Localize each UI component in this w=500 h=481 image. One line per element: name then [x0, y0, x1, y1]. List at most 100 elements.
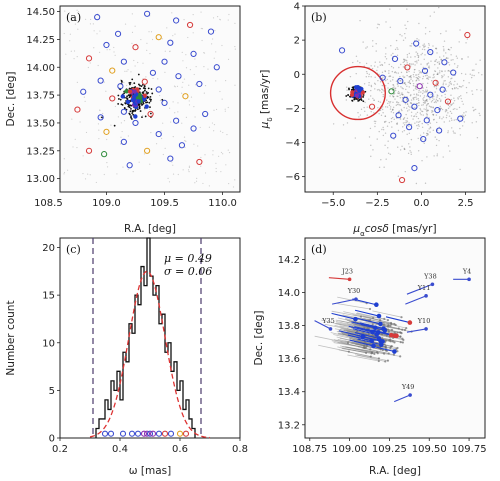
field-star — [416, 124, 418, 127]
background-star — [185, 67, 188, 69]
field-star — [472, 106, 474, 109]
candidate-vector — [385, 316, 410, 324]
background-star — [189, 69, 192, 71]
labelled-star — [408, 393, 412, 397]
field-star — [450, 78, 452, 80]
member-vector — [343, 311, 374, 319]
field-star — [438, 6, 440, 9]
field-star — [395, 72, 398, 74]
field-star-circle — [143, 147, 151, 154]
labelled-star-vector — [328, 277, 350, 280]
member-star — [144, 87, 147, 90]
field-star — [442, 83, 444, 86]
field-star — [459, 29, 461, 31]
field-star — [382, 126, 384, 129]
field-star — [457, 97, 459, 99]
field-star — [396, 54, 399, 57]
background-star — [123, 81, 125, 84]
member-vector — [356, 354, 389, 362]
member-vector — [363, 318, 396, 326]
field-star — [419, 109, 422, 111]
panel-b-marks — [329, 6, 483, 185]
field-star — [428, 76, 430, 78]
field-star-circle — [143, 10, 151, 17]
field-star — [457, 87, 459, 90]
panel-a-ylabel: Dec. [deg] — [5, 72, 17, 127]
background-star — [130, 71, 132, 73]
field-star — [476, 137, 479, 139]
field-star — [391, 126, 393, 128]
background-star — [164, 50, 166, 52]
panel-a-xtick-label: 108.5 — [34, 198, 63, 209]
field-star — [429, 98, 431, 100]
field-star — [402, 75, 404, 77]
member-candidate — [133, 114, 138, 119]
member-vector — [342, 346, 373, 354]
field-star — [418, 79, 420, 81]
field-star — [402, 94, 404, 96]
field-star — [425, 91, 428, 93]
member-vector — [337, 346, 367, 354]
panel-b: (b) −5.0 −2.5 0.0 2.5 −6 −4 −2 0 2 4 μαcosδ [mas/… — [259, 2, 486, 238]
candidate-star — [376, 313, 382, 319]
field-star — [468, 82, 470, 84]
member-star — [383, 343, 386, 346]
field-star — [451, 127, 453, 129]
field-star — [349, 75, 352, 78]
field-star — [392, 84, 394, 86]
parallax-point — [167, 430, 175, 437]
field-star-circle — [421, 67, 429, 74]
field-star — [455, 118, 457, 121]
field-star — [428, 42, 430, 45]
field-star — [415, 98, 418, 100]
field-star — [427, 123, 429, 126]
member-star — [123, 106, 126, 109]
field-star — [450, 82, 452, 85]
background-star — [188, 104, 191, 106]
field-star — [380, 159, 382, 161]
field-star-circle — [427, 91, 434, 98]
field-star — [346, 89, 348, 91]
field-star-circle — [398, 176, 406, 184]
field-star — [403, 129, 406, 132]
panel-b-xtick-label: 2.5 — [458, 198, 474, 209]
field-star — [356, 60, 359, 62]
member-vector — [346, 323, 379, 331]
background-star — [162, 122, 164, 124]
field-star — [475, 121, 478, 123]
field-star — [432, 74, 435, 76]
field-star — [408, 80, 411, 82]
field-star — [434, 70, 436, 72]
field-star — [410, 78, 412, 81]
background-star — [207, 68, 209, 70]
field-star — [437, 108, 440, 111]
field-star — [413, 71, 415, 73]
background-star — [201, 39, 203, 42]
field-star — [414, 68, 416, 71]
field-star — [385, 47, 387, 49]
field-star — [449, 106, 451, 108]
field-star — [413, 98, 415, 101]
field-star — [409, 76, 411, 78]
background-star — [120, 143, 122, 145]
labelled-star-vector — [405, 295, 427, 305]
field-star — [384, 115, 387, 117]
background-star — [164, 147, 166, 149]
member-star — [362, 331, 365, 334]
field-star — [368, 75, 370, 78]
field-star — [413, 115, 415, 118]
field-star — [452, 108, 455, 111]
member-star — [129, 113, 131, 116]
field-star — [420, 91, 422, 93]
member-candidate — [349, 92, 355, 97]
field-star — [457, 98, 459, 100]
member-star — [128, 96, 131, 99]
field-star — [401, 87, 403, 89]
field-star — [397, 102, 400, 104]
field-star — [345, 86, 348, 88]
field-star — [403, 63, 406, 66]
member-star — [396, 331, 399, 334]
field-star — [439, 100, 442, 103]
member-star — [390, 328, 394, 332]
field-star — [438, 139, 440, 142]
